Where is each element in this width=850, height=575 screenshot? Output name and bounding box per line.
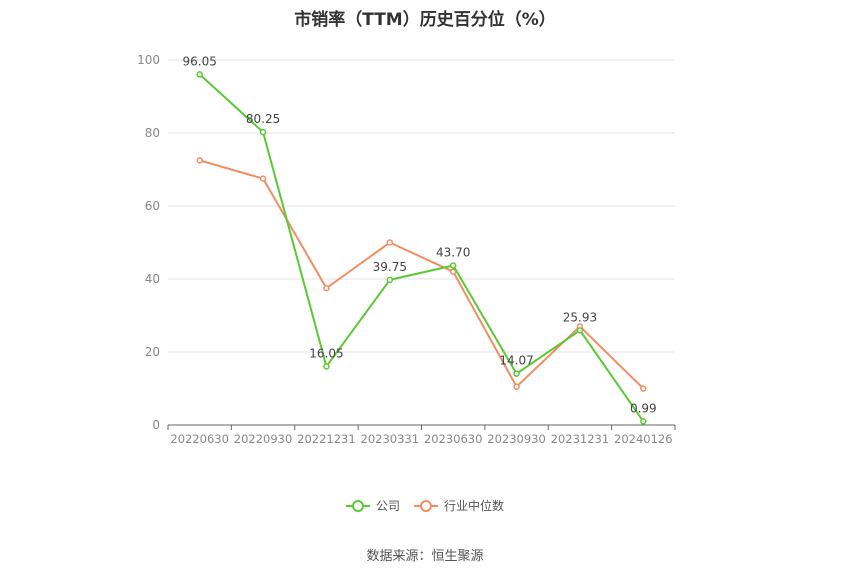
data-label: 39.75 [373, 260, 407, 274]
series-line-0 [199, 73, 645, 422]
x-tick-label: 20230630 [424, 432, 483, 446]
y-tick-label: 40 [145, 272, 160, 286]
y-tick-label: 100 [137, 53, 160, 67]
y-tick-label: 20 [145, 345, 160, 359]
data-point [640, 418, 647, 425]
data-point [513, 370, 520, 377]
x-tick-label: 20220930 [234, 432, 293, 446]
y-tick-label: 60 [145, 199, 160, 213]
legend-marker-company [345, 499, 370, 513]
legend-item-company[interactable]: 公司 [345, 497, 400, 514]
y-tick-label: 80 [145, 126, 160, 140]
data-point [386, 276, 394, 284]
x-tick-label: 20221231 [297, 432, 356, 446]
series-lines [196, 71, 647, 425]
chart-title: 市销率（TTM）历史百分位（%） [294, 10, 556, 30]
x-tick-label: 20230331 [361, 432, 420, 446]
axes: 0 20 40 60 80 100 20220630 20220930 20221231 2023… [137, 53, 676, 446]
data-point [196, 157, 203, 164]
x-tick-label: 20240126 [614, 432, 673, 446]
legend-marker-industry-median [414, 499, 438, 513]
gridlines [168, 59, 675, 353]
data-label: 0.99 [630, 401, 657, 415]
x-tick-label: 20231231 [551, 432, 610, 446]
data-label: 43.70 [436, 245, 470, 259]
data-label: 14.07 [499, 354, 533, 368]
data-point [323, 284, 330, 292]
data-point [259, 175, 267, 182]
legend: 公司 行业中位数 [0, 497, 850, 514]
data-label: 96.05 [183, 54, 217, 68]
legend-item-industry-median[interactable]: 行业中位数 [414, 497, 504, 514]
data-point [449, 262, 457, 269]
data-point [386, 239, 394, 246]
data-point [513, 383, 520, 390]
data-point [576, 327, 584, 334]
data-point [323, 363, 330, 370]
data-label: 16.05 [309, 346, 343, 360]
series-line-1 [199, 159, 645, 390]
y-tick-label: 0 [152, 418, 160, 432]
data-point [196, 71, 203, 78]
data-point [259, 128, 267, 136]
data-label: 25.93 [563, 310, 597, 324]
data-labels: 96.05 80.25 16.05 39.75 43.70 14.07 25.93 0.99 [183, 54, 657, 415]
legend-label-company: 公司 [375, 499, 400, 513]
x-tick-label: 20230930 [487, 432, 546, 446]
data-label: 80.25 [246, 112, 280, 126]
source-note: 数据来源：恒生聚源 [366, 549, 484, 564]
legend-label-industry-median: 行业中位数 [444, 499, 505, 513]
x-tick-label: 20220630 [170, 432, 229, 446]
data-point [640, 385, 647, 392]
